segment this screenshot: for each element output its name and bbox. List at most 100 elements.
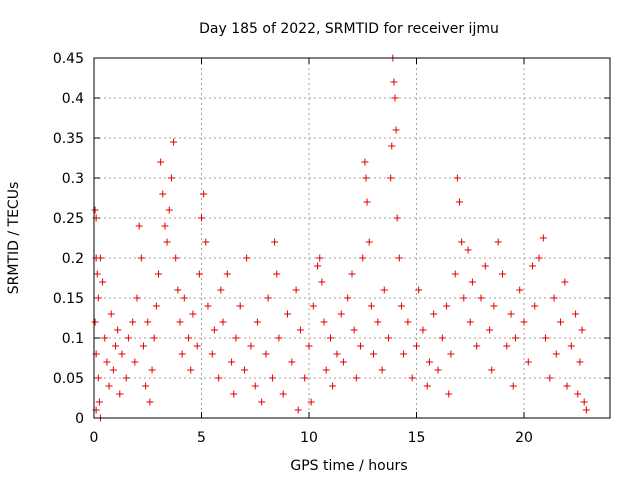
data-point	[135, 222, 143, 230]
y-tick-label: 0.15	[53, 291, 84, 307]
data-point	[477, 294, 485, 302]
data-point	[284, 310, 291, 318]
data-point	[232, 334, 240, 342]
data-point	[387, 174, 395, 182]
data-point	[124, 334, 132, 342]
data-point	[374, 318, 382, 326]
data-point	[320, 318, 328, 326]
data-point	[552, 350, 560, 358]
data-point	[307, 398, 315, 406]
data-point	[430, 310, 438, 318]
data-point	[107, 310, 115, 318]
data-point	[122, 374, 130, 382]
data-point	[176, 318, 184, 326]
data-point	[172, 254, 180, 262]
data-point	[404, 318, 412, 326]
data-point	[309, 302, 317, 310]
y-tick-label: 0	[75, 411, 84, 427]
data-point	[243, 254, 251, 262]
y-tick-label: 0.1	[62, 331, 84, 347]
data-point	[542, 334, 549, 342]
data-point	[208, 350, 216, 358]
data-point	[357, 342, 365, 350]
data-point	[582, 406, 590, 414]
data-point	[516, 286, 524, 294]
data-point	[253, 318, 261, 326]
data-point	[391, 94, 399, 102]
data-point	[397, 302, 405, 310]
data-point	[367, 302, 375, 310]
data-point	[157, 158, 165, 166]
data-point	[434, 366, 442, 374]
data-point	[348, 270, 356, 278]
data-point	[170, 138, 178, 146]
data-point	[219, 318, 227, 326]
data-point	[195, 270, 203, 278]
y-axis-label: SRMTID / TECUs	[6, 182, 22, 295]
data-point	[292, 286, 300, 294]
data-point	[361, 158, 369, 166]
data-point	[488, 366, 496, 374]
data-point	[189, 310, 197, 318]
data-point	[520, 318, 528, 326]
data-point	[200, 190, 208, 198]
gridlines	[94, 58, 610, 418]
data-point	[148, 366, 156, 374]
data-point	[223, 270, 231, 278]
data-point	[146, 398, 154, 406]
data-point	[133, 294, 141, 302]
data-point	[408, 374, 416, 382]
data-point	[333, 350, 341, 358]
data-point	[236, 302, 244, 310]
data-point	[572, 310, 580, 318]
data-point	[258, 398, 266, 406]
data-point	[314, 262, 322, 270]
data-point	[137, 254, 145, 262]
data-point	[507, 310, 515, 318]
data-point	[316, 254, 324, 262]
data-point	[251, 382, 259, 390]
data-point	[91, 318, 99, 326]
y-tick-label: 0.2	[62, 251, 84, 267]
data-point	[268, 374, 276, 382]
data-point	[271, 238, 279, 246]
data-point	[390, 78, 398, 86]
y-tick-label: 0.05	[53, 371, 84, 387]
data-point	[230, 390, 238, 398]
data-point	[511, 334, 519, 342]
data-point	[94, 294, 102, 302]
data-point	[165, 206, 173, 214]
x-tick-label: 15	[408, 430, 426, 446]
data-point	[473, 342, 481, 350]
data-point	[301, 374, 309, 382]
data-point	[557, 318, 565, 326]
data-point	[279, 390, 287, 398]
data-point	[415, 286, 423, 294]
data-point	[352, 374, 360, 382]
data-point	[180, 294, 188, 302]
data-point	[578, 326, 586, 334]
data-point	[419, 326, 427, 334]
data-point	[103, 358, 111, 366]
data-point	[247, 342, 255, 350]
data-point	[494, 238, 502, 246]
x-tick-label: 10	[300, 430, 318, 446]
data-point	[370, 350, 377, 358]
data-point	[490, 302, 498, 310]
data-point	[460, 294, 468, 302]
data-point	[178, 350, 186, 358]
data-point	[99, 278, 107, 286]
data-point	[466, 318, 474, 326]
data-point	[163, 238, 171, 246]
data-point	[503, 342, 511, 350]
data-point	[198, 214, 205, 222]
data-point	[329, 382, 337, 390]
data-point	[447, 350, 455, 358]
data-point	[150, 334, 158, 342]
data-point	[550, 294, 558, 302]
data-point	[451, 270, 459, 278]
data-point	[116, 390, 124, 398]
x-tick-label: 5	[197, 430, 206, 446]
data-point	[344, 294, 352, 302]
